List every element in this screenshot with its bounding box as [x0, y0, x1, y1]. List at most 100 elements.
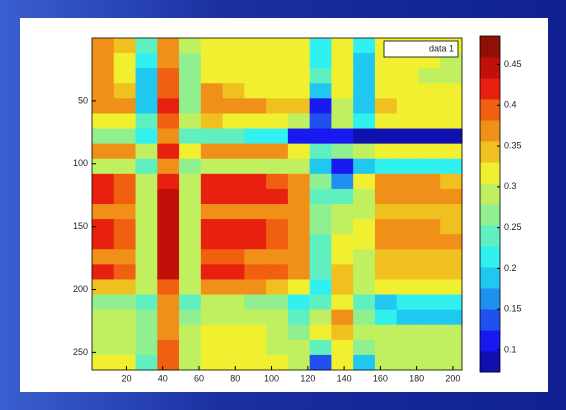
colorbar-segment	[480, 162, 500, 184]
heatmap-cell	[353, 324, 376, 341]
heatmap-cell	[135, 324, 158, 341]
heatmap-cell	[200, 279, 224, 296]
heatmap-cell	[396, 264, 419, 280]
heatmap-cell	[374, 294, 398, 311]
x-tick-label: 60	[194, 373, 204, 383]
heatmap-cell	[179, 294, 202, 311]
heatmap-cell	[244, 68, 267, 84]
heatmap-cell	[92, 264, 115, 280]
heatmap-cell	[396, 83, 419, 99]
heatmap-cell	[92, 173, 115, 190]
colorbar-tick-label: 0.25	[504, 222, 522, 232]
heatmap-cell	[331, 143, 354, 160]
heatmap-cell	[92, 128, 115, 145]
heatmap-cell	[353, 98, 376, 114]
heatmap-cell	[222, 188, 245, 205]
heatmap-cell	[113, 339, 137, 356]
heatmap-cell	[440, 128, 463, 145]
heatmap-cell	[396, 204, 419, 220]
heatmap-cell	[222, 158, 245, 175]
heatmap-cell	[353, 339, 376, 356]
heatmap-cell	[266, 309, 289, 326]
heatmap-cell	[440, 294, 463, 311]
heatmap-cell	[331, 83, 354, 99]
heatmap-cell	[353, 83, 376, 99]
colorbar-segment	[480, 267, 500, 289]
heatmap-cell	[179, 83, 202, 99]
heatmap-cell	[244, 158, 267, 175]
heatmap-cell	[157, 83, 180, 99]
heatmap-cell	[374, 83, 398, 99]
y-tick-label: 100	[73, 158, 88, 168]
heatmap-cell	[309, 53, 332, 69]
heatmap-cell	[157, 38, 180, 54]
heatmap-cell	[331, 309, 354, 326]
x-tick-label: 80	[230, 373, 240, 383]
heatmap-cell	[418, 204, 441, 220]
heatmap-cell	[157, 324, 180, 341]
heatmap-cell	[353, 279, 376, 296]
heatmap-cell	[309, 128, 332, 145]
heatmap-cell	[418, 188, 441, 205]
heatmap-cell	[266, 339, 289, 356]
heatmap-cell	[374, 188, 398, 205]
heatmap-cell	[179, 234, 202, 250]
heatmap-cell	[244, 219, 267, 235]
heatmap-cell	[440, 143, 463, 160]
colorbar-tick-label: 0.45	[504, 59, 522, 69]
heatmap-cell	[374, 204, 398, 220]
heatmap-cell	[331, 339, 354, 356]
heatmap-cell	[113, 188, 137, 205]
heatmap-cell	[266, 98, 289, 114]
heatmap-cell	[113, 219, 137, 235]
heatmap-cell	[374, 128, 398, 145]
heatmap-cell	[200, 98, 224, 114]
heatmap-cell	[266, 143, 289, 160]
heatmap-cell	[135, 204, 158, 220]
heatmap-cell	[331, 128, 354, 145]
heatmap-cell	[157, 128, 180, 145]
heatmap-cell	[135, 158, 158, 175]
heatmap-cell	[309, 158, 332, 175]
heatmap-cell	[157, 234, 180, 250]
heatmap-cell	[353, 173, 376, 190]
heatmap-cell	[200, 324, 224, 341]
heatmap-cell	[157, 158, 180, 175]
y-tick-label: 150	[73, 221, 88, 231]
heatmap-cell	[440, 113, 463, 130]
heatmap-cell	[222, 204, 245, 220]
heatmap-cell	[309, 249, 332, 265]
heatmap-cell	[418, 113, 441, 130]
plot-frame	[91, 37, 463, 371]
heatmap-cell	[179, 264, 202, 280]
heatmap-cell	[287, 128, 311, 145]
heatmap-cell	[179, 173, 202, 190]
heatmap-cell	[287, 204, 311, 220]
colorbar-tick-label: 0.4	[504, 100, 517, 110]
heatmap-cell	[113, 98, 137, 114]
heatmap-cell	[200, 158, 224, 175]
heatmap-cell	[92, 339, 115, 356]
heatmap-cell	[266, 83, 289, 99]
heatmap-cell	[266, 234, 289, 250]
heatmap-cell	[266, 294, 289, 311]
heatmap-cell	[396, 113, 419, 130]
heatmap-cell	[135, 128, 158, 145]
legend-label: data 1	[429, 43, 454, 53]
heatmap-cell	[157, 204, 180, 220]
heatmap-cell	[179, 279, 202, 296]
heatmap-cell	[135, 219, 158, 235]
heatmap-cell	[287, 143, 311, 160]
heatmap-cell	[200, 68, 224, 84]
heatmap-cell	[374, 264, 398, 280]
heatmap-cell	[222, 83, 245, 99]
heatmap-cell	[418, 264, 441, 280]
heatmap-cell	[113, 354, 137, 371]
heatmap-cell	[135, 234, 158, 250]
y-tick-label: 250	[73, 347, 88, 357]
colorbar-tick-label: 0.3	[504, 181, 517, 191]
heatmap-cell	[135, 279, 158, 296]
heatmap-cell	[353, 158, 376, 175]
heatmap-cell	[331, 68, 354, 84]
heatmap-cell	[287, 188, 311, 205]
